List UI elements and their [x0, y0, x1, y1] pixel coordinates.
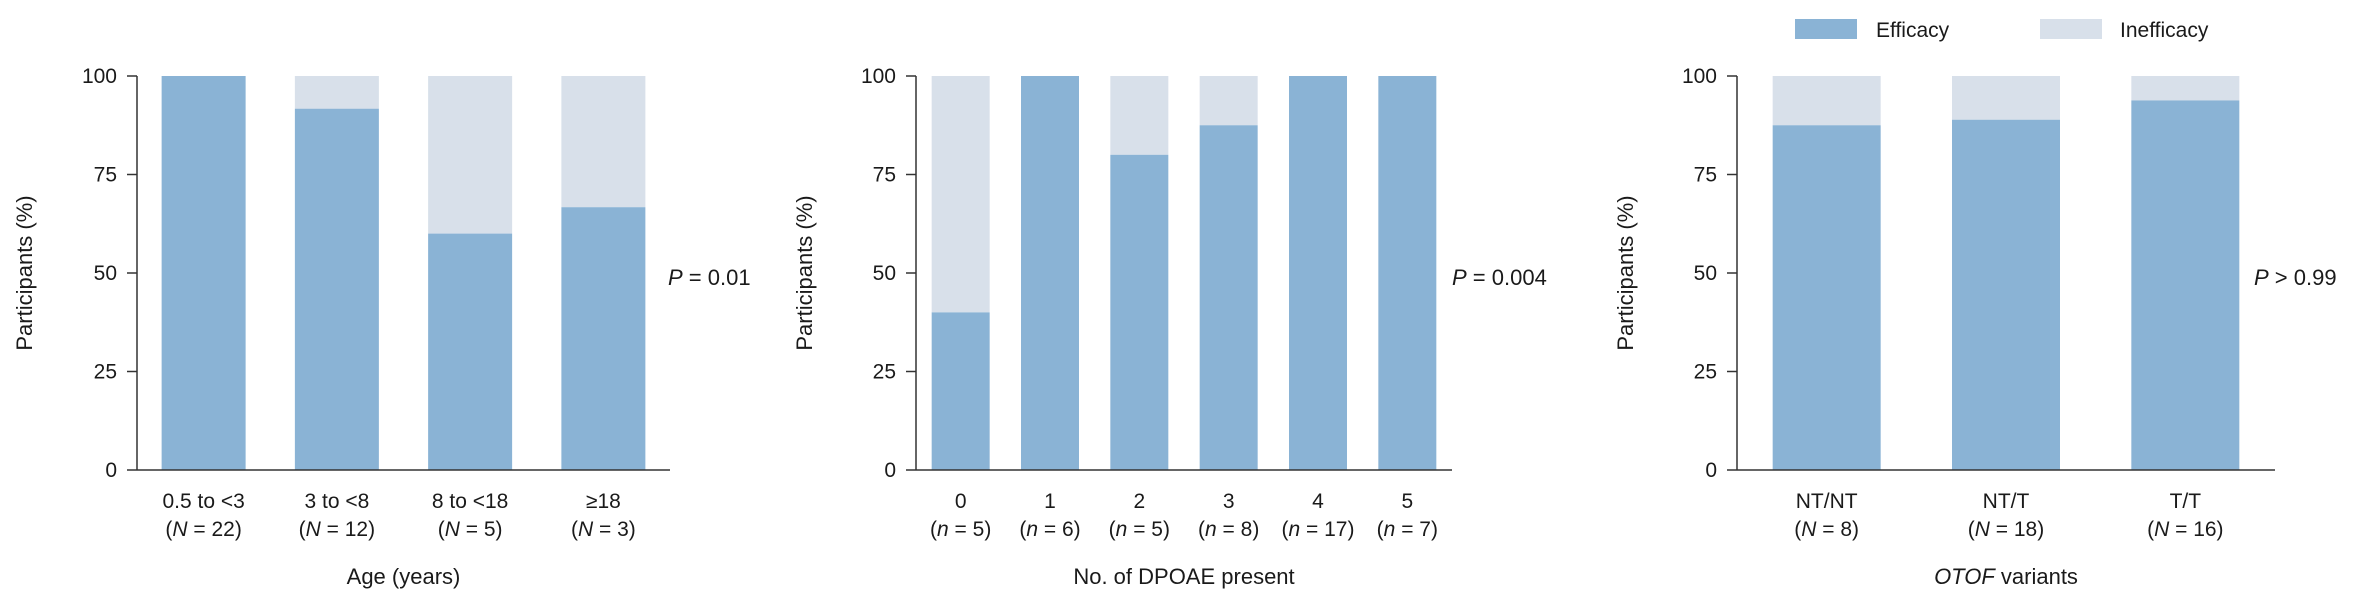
x-tick-label: 4 — [1312, 490, 1324, 513]
x-axis-title: OTOF variants — [1934, 564, 2078, 589]
y-tick-label: 100 — [1682, 65, 1717, 88]
x-tick-label: ≥18 — [586, 490, 621, 513]
bar-inefficacy — [561, 76, 646, 208]
bar-efficacy — [561, 207, 646, 470]
y-tick-label: 25 — [1694, 361, 1717, 384]
chart-panel-3: 0 25 50 75 100 NT/NT (N = 8) NT/T (N = 18) T/T (N … — [1613, 65, 2337, 589]
bar-efficacy — [161, 76, 246, 470]
x-tick-label: 8 to <18 — [432, 490, 508, 513]
legend-swatch-efficacy — [1795, 19, 1857, 39]
y-tick-label: 25 — [873, 361, 896, 384]
n-label: (n = 8) — [1198, 518, 1259, 541]
x-axis-title: No. of DPOAE present — [1073, 564, 1294, 589]
p-value: P > 0.99 — [2254, 265, 2337, 290]
x-tick-label: NT/T — [1983, 490, 2030, 513]
y-tick-label: 100 — [82, 65, 117, 88]
y-axis-title: Participants (%) — [1613, 195, 1638, 350]
bar-efficacy — [931, 312, 990, 470]
bar-inefficacy — [1199, 76, 1258, 126]
n-label: (N = 22) — [165, 518, 241, 541]
n-label: (N = 8) — [1794, 518, 1859, 541]
x-tick-label: T/T — [2170, 490, 2202, 513]
x-tick-label: 1 — [1044, 490, 1056, 513]
legend-label-inefficacy: Inefficacy — [2120, 19, 2209, 42]
y-tick-label: 50 — [1694, 262, 1717, 285]
y-axis-title: Participants (%) — [792, 195, 817, 350]
y-tick-label: 0 — [884, 459, 896, 482]
bar-efficacy — [428, 233, 513, 470]
y-tick-label: 0 — [105, 459, 117, 482]
n-label: (N = 16) — [2147, 518, 2223, 541]
legend-swatch-inefficacy — [2040, 19, 2102, 39]
x-tick-label: 5 — [1401, 490, 1413, 513]
x-tick-label: NT/NT — [1796, 490, 1858, 513]
x-tick-label: 0.5 to <3 — [162, 490, 244, 513]
x-axis-title: Age (years) — [347, 564, 461, 589]
n-label: (n = 6) — [1019, 518, 1080, 541]
p-value: P = 0.004 — [1452, 265, 1547, 290]
x-tick-label: 3 — [1223, 490, 1235, 513]
n-label: (n = 7) — [1377, 518, 1438, 541]
legend: Efficacy Inefficacy — [1795, 19, 2209, 42]
bar-efficacy — [1021, 76, 1079, 470]
y-tick-label: 50 — [94, 262, 117, 285]
bar-efficacy — [294, 108, 379, 471]
n-label: (n = 5) — [1109, 518, 1170, 541]
bar-efficacy — [1772, 125, 1881, 470]
bar-inefficacy — [1772, 76, 1881, 126]
chart-panel-2: 0 25 50 75 100 0 (n = 5) 1 (n = 6) 2 (n = 5) 3 (n = … — [792, 65, 1547, 589]
bar-inefficacy — [1952, 76, 2060, 120]
n-label: (N = 12) — [299, 518, 375, 541]
y-tick-label: 100 — [861, 65, 896, 88]
x-tick-label: 2 — [1133, 490, 1145, 513]
x-tick-label: 0 — [955, 490, 967, 513]
bar-inefficacy — [1110, 76, 1169, 155]
bar-efficacy — [2131, 100, 2240, 470]
y-tick-label: 75 — [873, 164, 896, 187]
bar-inefficacy — [2131, 76, 2240, 101]
bar-efficacy — [1110, 154, 1169, 471]
n-label: (N = 5) — [438, 518, 503, 541]
y-tick-label: 0 — [1705, 459, 1717, 482]
y-tick-label: 75 — [94, 164, 117, 187]
n-label: (n = 5) — [930, 518, 991, 541]
y-tick-label: 75 — [1694, 164, 1717, 187]
chart-panel-1: 0 25 50 75 100 0.5 to <3 (N = 22) 3 to <8 (N = 1… — [12, 65, 751, 589]
n-label: (N = 18) — [1968, 518, 2044, 541]
y-tick-label: 50 — [873, 262, 896, 285]
bar-inefficacy — [931, 76, 990, 313]
n-label: (N = 3) — [571, 518, 636, 541]
y-tick-label: 25 — [94, 361, 117, 384]
legend-label-efficacy: Efficacy — [1876, 19, 1950, 42]
x-tick-label: 3 to <8 — [304, 490, 369, 513]
bar-efficacy — [1199, 125, 1258, 470]
bar-efficacy — [1952, 119, 2060, 470]
p-value: P = 0.01 — [668, 265, 751, 290]
bar-efficacy — [1289, 76, 1347, 470]
n-label: (n = 17) — [1282, 518, 1355, 541]
y-axis-title: Participants (%) — [12, 195, 37, 350]
bar-inefficacy — [294, 76, 379, 109]
bar-efficacy — [1378, 76, 1437, 470]
bar-inefficacy — [428, 76, 513, 234]
